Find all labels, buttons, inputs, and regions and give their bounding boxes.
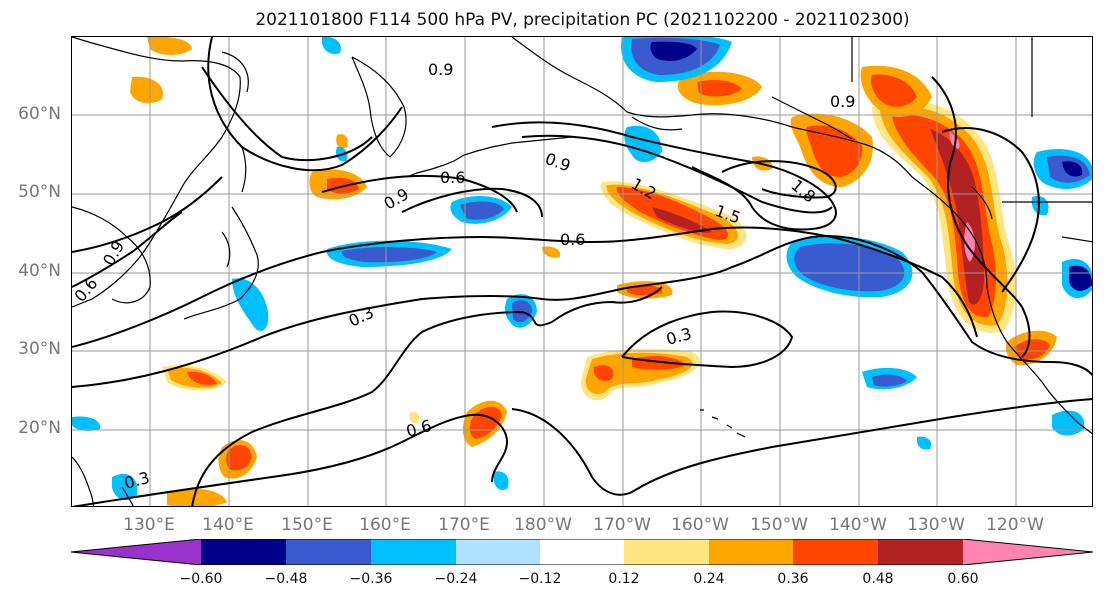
contour-label: 0.3	[664, 324, 694, 349]
lon-label: 120°W	[986, 515, 1044, 535]
lon-label: 170°W	[593, 515, 651, 535]
contour-label: 0.6	[560, 230, 585, 249]
lat-label: 60°N	[18, 104, 61, 124]
pv-contours	[72, 37, 1092, 506]
lat-label: 20°N	[18, 418, 61, 438]
contour-label: 0.9	[428, 60, 453, 79]
colorbar-tick-label: −0.48	[264, 571, 308, 587]
lon-label: 180°W	[514, 515, 572, 535]
map-title: 2021101800 F114 500 hPa PV, precipitatio…	[255, 10, 910, 30]
lon-label: 140°W	[829, 515, 887, 535]
lat-label: 50°N	[18, 182, 61, 202]
contour-label: 0.6	[404, 416, 434, 441]
lon-label: 150°W	[750, 515, 808, 535]
colorbar-tick-label: 0.12	[608, 571, 640, 587]
colorbar-tick-label: −0.24	[434, 571, 478, 587]
colorbar-swatch	[963, 539, 1093, 565]
colorbar-swatch	[71, 539, 201, 565]
colorbar-swatch	[286, 539, 371, 565]
colorbar-swatch	[456, 539, 540, 565]
lon-label: 170°E	[438, 515, 490, 535]
lon-label: 160°E	[359, 515, 411, 535]
colorbar-swatch	[793, 539, 878, 565]
colorbar-swatch	[878, 539, 963, 565]
colorbar-tick-label: 0.60	[947, 571, 979, 587]
colorbar-swatch	[540, 539, 624, 565]
lat-label: 30°N	[18, 339, 61, 359]
colorbar	[71, 539, 1093, 565]
lon-label: 150°E	[281, 515, 333, 535]
map-gridlines	[72, 37, 1092, 506]
colorbar-swatch	[709, 539, 793, 565]
contour-label: 0.9	[543, 149, 573, 176]
map-panel: 0.9 0.6 0.9 0.9 0.6 1.2 1.5 1.8 0.9 0.3 …	[71, 36, 1093, 507]
colorbar-swatch	[201, 539, 286, 565]
lon-label: 130°W	[907, 515, 965, 535]
colorbar-swatch	[371, 539, 456, 565]
lon-label: 160°W	[671, 515, 729, 535]
contour-label: 0.6	[440, 168, 465, 187]
contour-label: 0.9	[830, 92, 855, 111]
lon-label: 140°E	[202, 515, 254, 535]
colorbar-tick-label: 0.48	[862, 571, 894, 587]
colorbar-tick-label: −0.60	[179, 571, 223, 587]
colorbar-tick-label: −0.12	[518, 571, 562, 587]
map-canvas: 0.9 0.6 0.9 0.9 0.6 1.2 1.5 1.8 0.9 0.3 …	[72, 37, 1092, 506]
contour-label: 0.3	[122, 468, 152, 493]
coastlines	[72, 37, 1092, 506]
colorbar-tick-label: 0.24	[693, 571, 725, 587]
lon-label: 130°E	[123, 515, 175, 535]
colorbar-tick-label: 0.36	[777, 571, 809, 587]
lat-label: 40°N	[18, 261, 61, 281]
colorbar-tick-label: −0.36	[349, 571, 393, 587]
contour-label: 1.8	[787, 176, 819, 207]
contour-label: 0.6	[72, 274, 101, 306]
contour-label: 0.9	[99, 237, 128, 269]
precip-anomaly-fills	[72, 37, 1092, 506]
colorbar-swatch	[624, 539, 709, 565]
